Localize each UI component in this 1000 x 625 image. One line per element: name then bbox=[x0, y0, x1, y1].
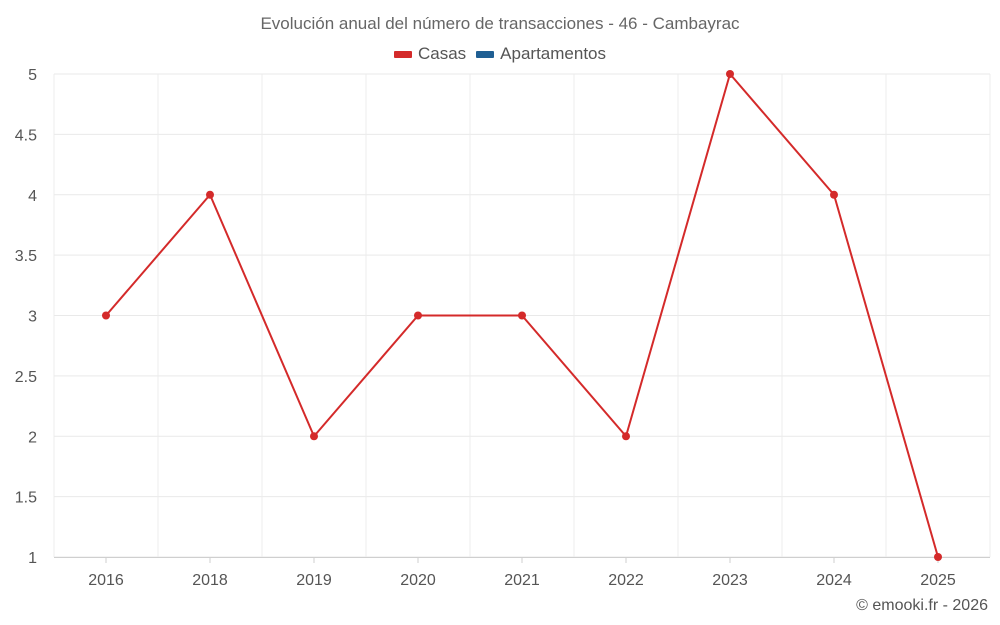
y-tick-label: 4 bbox=[28, 188, 37, 205]
y-tick-label: 3 bbox=[28, 309, 37, 326]
y-tick-label: 2 bbox=[28, 429, 37, 446]
data-point bbox=[206, 190, 214, 199]
footer-credit: © emooki.fr - 2026 bbox=[856, 597, 988, 614]
y-tick-label: 3.5 bbox=[15, 248, 37, 265]
legend-label-casas: Casas bbox=[417, 44, 467, 63]
chart-title: Evolución anual del número de transaccio… bbox=[260, 14, 740, 33]
y-tick-label: 2.5 bbox=[15, 369, 37, 386]
data-point bbox=[518, 311, 526, 320]
y-tick-label: 1 bbox=[28, 550, 37, 567]
x-tick-label: 2018 bbox=[192, 572, 228, 589]
data-point bbox=[414, 311, 422, 320]
legend-swatch-casas bbox=[393, 50, 412, 58]
data-point bbox=[310, 432, 318, 441]
legend: Casas Apartamentos bbox=[0, 44, 1000, 64]
legend-label-apartamentos: Apartamentos bbox=[500, 44, 607, 63]
x-tick-label: 2016 bbox=[88, 572, 124, 589]
data-point bbox=[726, 70, 734, 78]
x-tick-label: 2024 bbox=[816, 572, 852, 589]
legend-item-casas[interactable]: Casas bbox=[393, 44, 467, 64]
x-tick-label: 2025 bbox=[920, 572, 956, 589]
x-tick-label: 2020 bbox=[400, 572, 436, 589]
data-point bbox=[934, 553, 942, 561]
legend-swatch-apartamentos bbox=[476, 50, 495, 58]
y-tick-label: 5 bbox=[28, 67, 37, 84]
x-tick-label: 2019 bbox=[296, 572, 332, 589]
x-tick-label: 2023 bbox=[712, 572, 748, 589]
y-tick-label: 1.5 bbox=[15, 490, 37, 507]
data-point bbox=[622, 432, 630, 441]
legend-item-apartamentos[interactable]: Apartamentos bbox=[476, 44, 606, 64]
x-tick-label: 2022 bbox=[608, 572, 644, 589]
y-tick-label: 4.5 bbox=[15, 127, 37, 144]
data-point bbox=[830, 190, 838, 199]
data-point bbox=[102, 311, 110, 320]
x-tick-label: 2021 bbox=[504, 572, 540, 589]
